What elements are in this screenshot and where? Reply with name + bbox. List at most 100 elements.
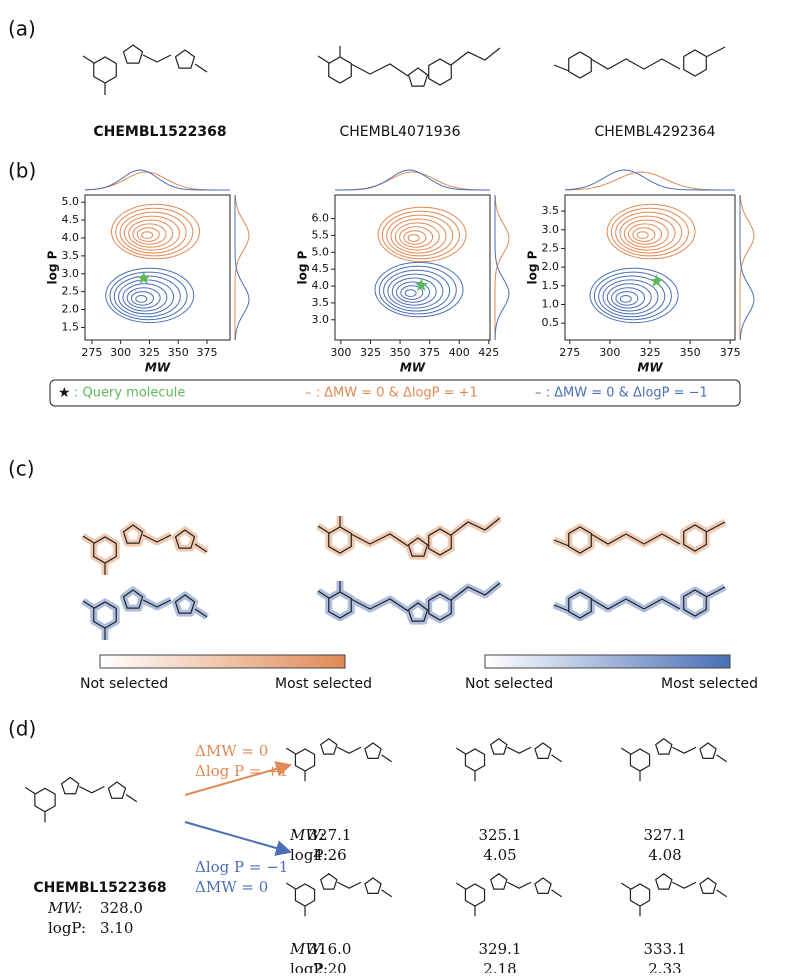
x-tick-label: 325: [139, 346, 160, 359]
contour: [615, 291, 639, 306]
y-axis-label: log P: [526, 250, 540, 284]
mw-value: 329.1: [479, 940, 522, 958]
molecule: [455, 738, 563, 782]
y-tick-label: 2.0: [62, 303, 80, 316]
colorbar-label: Most selected: [275, 676, 372, 692]
contour: [593, 271, 672, 321]
contour: [118, 279, 175, 315]
panel-label: (b): [8, 159, 36, 183]
x-tick-label: 375: [720, 346, 741, 359]
molecule: [553, 586, 726, 619]
molecule: [82, 44, 208, 95]
query-name: CHEMBL1522368: [33, 880, 166, 896]
legend-query: : Query molecule: [74, 386, 185, 401]
y-tick-label: 5.0: [62, 195, 80, 208]
molecule: [553, 521, 726, 554]
contour: [123, 215, 180, 251]
mw-value: 327.1: [644, 826, 687, 844]
plot-frame: [334, 194, 491, 341]
mw-label: MW:: [47, 899, 83, 917]
molecule-name: CHEMBL4292364: [595, 124, 716, 140]
contour: [132, 223, 167, 245]
arrow: [184, 821, 292, 856]
y-tick-label: 4.5: [62, 213, 80, 226]
contour: [119, 211, 187, 254]
logp-value: 4.05: [483, 846, 516, 864]
mw-value: 325.1: [479, 826, 522, 844]
y-tick-label: 2.5: [62, 285, 80, 298]
contour: [126, 287, 161, 309]
y-tick-label: 4.5: [312, 262, 330, 275]
contour: [141, 231, 154, 240]
contour: [404, 289, 417, 298]
x-axis-label: MW: [400, 361, 426, 375]
x-tick-label: 300: [330, 346, 351, 359]
molecule: [317, 581, 501, 622]
y-tick-label: 3.0: [312, 313, 330, 326]
molecule: [553, 46, 726, 79]
contour: [394, 222, 440, 251]
contour: [136, 227, 160, 242]
colorbar-label: Most selected: [661, 676, 758, 692]
contour: [378, 265, 457, 315]
marginal: [494, 194, 510, 340]
mw-value: 327.1: [309, 826, 352, 844]
contour: [403, 230, 427, 245]
x-tick-label: 275: [559, 346, 580, 359]
y-tick-label: 1.5: [542, 279, 560, 292]
contour: [387, 273, 444, 309]
marginal: [334, 171, 491, 191]
colorbar: [99, 654, 346, 669]
molecule: [317, 46, 501, 87]
y-tick-label: 0.5: [542, 316, 560, 329]
contour: [396, 281, 430, 303]
contour: [374, 261, 464, 318]
molecule: [82, 524, 208, 575]
y-tick-label: 2.5: [542, 241, 560, 254]
logp-label: logP:: [290, 846, 328, 864]
x-tick-label: 300: [599, 346, 620, 359]
contour: [619, 295, 632, 303]
molecule: [455, 873, 563, 917]
colorbar-label: Not selected: [465, 676, 553, 692]
contour: [111, 203, 200, 260]
marginal: [234, 194, 250, 340]
molecule: [285, 873, 393, 917]
x-tick-label: 275: [81, 346, 102, 359]
legend-box: [49, 379, 741, 407]
panel-label: (d): [8, 717, 36, 741]
y-tick-label: 3.0: [542, 223, 560, 236]
contour: [390, 218, 447, 254]
contour: [623, 219, 669, 248]
panel-label: (a): [8, 17, 36, 41]
x-tick-label: 425: [478, 346, 499, 359]
molecule: [285, 738, 393, 782]
colorbar: [484, 654, 731, 669]
molecule: [317, 516, 501, 557]
query-star: ★: [413, 275, 429, 296]
contour: [386, 214, 454, 257]
contour: [606, 283, 652, 312]
marginal: [234, 195, 250, 341]
marginal: [84, 169, 230, 191]
molecule-name: CHEMBL1522368: [93, 124, 226, 140]
contour: [589, 267, 679, 324]
contour: [135, 295, 148, 303]
arrow-label: ΔMW = 0: [195, 742, 268, 760]
y-tick-label: 2.0: [542, 260, 560, 273]
molecule-name: CHEMBL4071936: [340, 124, 461, 140]
x-tick-label: 375: [419, 346, 440, 359]
x-tick-label: 350: [168, 346, 189, 359]
contour: [602, 279, 659, 315]
molecule: [24, 776, 138, 823]
marginal: [334, 169, 491, 191]
marginal: [494, 195, 510, 341]
mw-value: 316.0: [309, 940, 352, 958]
x-tick-label: 300: [110, 346, 131, 359]
marginal: [564, 169, 735, 191]
marginal: [739, 194, 755, 340]
contour: [399, 226, 434, 248]
legend-star: ★: [58, 385, 71, 401]
colorbar-label: Not selected: [80, 676, 168, 692]
